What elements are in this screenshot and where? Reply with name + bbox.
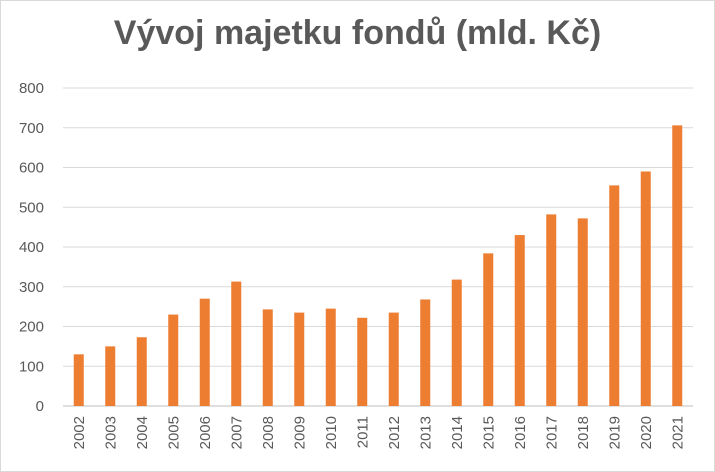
bar-2017 (546, 214, 557, 406)
bar-2004 (136, 337, 147, 406)
chart-title: Vývoj majetku fondů (mld. Kč) (113, 14, 602, 52)
bar-2009 (294, 312, 305, 406)
x-tick-label: 2009 (291, 416, 308, 449)
y-tick-label: 300 (19, 279, 44, 296)
bar-2012 (388, 312, 399, 406)
x-tick-label: 2013 (417, 416, 434, 449)
x-tick-label: 2004 (134, 416, 151, 449)
y-tick-label: 100 (19, 358, 44, 375)
bar-2010 (325, 308, 336, 406)
bar-2005 (168, 314, 179, 406)
x-tick-label: 2018 (575, 416, 592, 449)
x-tick-label: 2016 (512, 416, 529, 449)
bar-2013 (420, 299, 431, 406)
y-tick-label: 800 (19, 80, 44, 97)
bar-2016 (514, 235, 525, 406)
x-tick-label: 2002 (71, 416, 88, 449)
x-tick-label: 2019 (606, 416, 623, 449)
x-tick-label: 2021 (669, 416, 686, 449)
bar-2003 (105, 346, 116, 406)
bar-2007 (231, 281, 242, 406)
y-axis: 0 100 200 300 400 500 600 700 800 (19, 80, 44, 415)
bar-2014 (451, 279, 462, 406)
bar-2019 (609, 185, 620, 406)
grid-lines (63, 87, 693, 407)
x-tick-label: 2020 (638, 416, 655, 449)
x-axis: 2002 2003 2004 2005 2006 2007 2008 2009 2010 2011… (71, 416, 687, 449)
x-tick-label: 2015 (480, 416, 497, 449)
bar-2021 (672, 125, 683, 407)
x-tick-label: 2010 (323, 416, 340, 449)
y-tick-label: 600 (19, 160, 44, 177)
bar-2002 (73, 354, 84, 406)
bars (73, 125, 683, 407)
x-tick-label: 2012 (386, 416, 403, 449)
x-tick-label: 2003 (102, 416, 119, 449)
y-tick-label: 700 (19, 120, 44, 137)
x-tick-label: 2008 (260, 416, 277, 449)
y-tick-label: 400 (19, 239, 44, 256)
x-tick-label: 2011 (354, 416, 371, 448)
bar-2020 (640, 171, 651, 406)
bar-2008 (262, 309, 273, 406)
y-tick-label: 0 (36, 398, 44, 415)
bar-2011 (357, 317, 368, 406)
bar-2006 (199, 298, 210, 406)
y-tick-label: 200 (19, 319, 44, 336)
y-tick-label: 500 (19, 199, 44, 216)
x-tick-label: 2007 (228, 416, 245, 449)
x-tick-label: 2014 (449, 416, 466, 449)
x-tick-label: 2005 (165, 416, 182, 449)
x-tick-label: 2006 (197, 416, 214, 449)
bar-2015 (483, 253, 494, 406)
bar-2018 (577, 218, 588, 406)
x-tick-label: 2017 (543, 416, 560, 449)
